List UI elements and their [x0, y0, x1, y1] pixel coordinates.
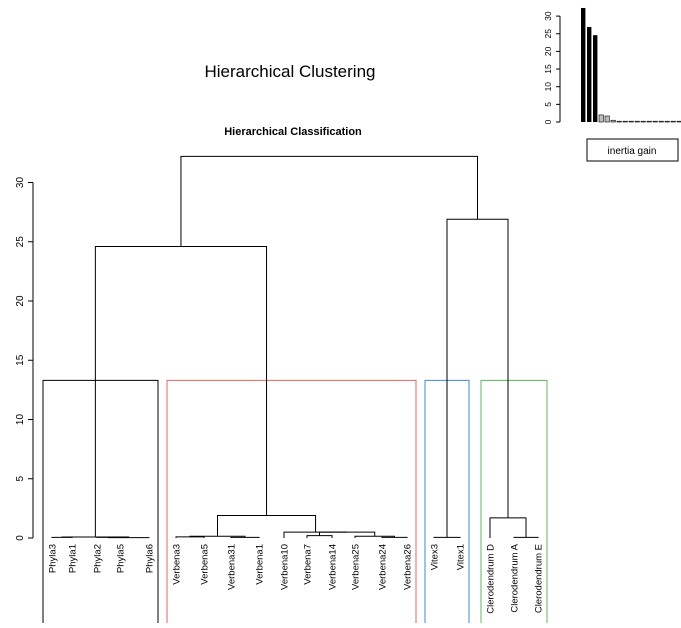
inertia-bar	[598, 114, 604, 123]
dendrogram-link	[446, 218, 509, 538]
leaf-label: Vitex3	[430, 544, 441, 570]
dendrogram-tree	[51, 155, 539, 539]
inertia-bar	[610, 119, 616, 123]
dendrogram-link	[513, 536, 539, 538]
dendrogram-y-axis: 0 5 10 15 20 25 30	[15, 177, 34, 541]
dendrogram-link	[381, 536, 408, 538]
leaf-label: Verbena25	[351, 544, 362, 590]
leaf-label: Verbena26	[403, 544, 414, 590]
dendrogram-link	[489, 517, 527, 538]
leaf-label: Clerodendrum A	[510, 543, 521, 612]
cluster-boxes	[42, 379, 548, 628]
dendrogram-title: Hierarchical Classification	[224, 126, 362, 138]
dendrogram-link	[217, 514, 317, 537]
inertia-bars	[581, 7, 681, 123]
figure-title: Hierarchical Clustering	[204, 62, 375, 81]
dendrogram-tick-label: 15	[15, 354, 26, 366]
cluster-box	[480, 379, 548, 628]
dendrogram-tick-label: 20	[15, 295, 26, 307]
leaf-label: Phyla6	[145, 544, 156, 573]
leaf-label: Phyla3	[48, 544, 59, 573]
inertia-tick-label: 30	[543, 11, 553, 21]
cluster-box	[42, 379, 159, 628]
leaf-label: Clerodendrum D	[486, 544, 497, 614]
leaf-label: Clerodendrum E	[534, 544, 545, 613]
inertia-bar	[622, 120, 628, 123]
inertia-tick-label: 0	[543, 119, 553, 124]
dendrogram-link	[180, 155, 478, 247]
dendrogram-tick-label: 30	[15, 177, 26, 189]
dendrogram-tick-label: 10	[15, 414, 26, 426]
dendrogram-link	[94, 245, 268, 538]
leaf-label: Verbena5	[200, 544, 211, 585]
leaf-labels: Phyla3 Phyla1 Phyla2 Phyla5 Phyla6 Verbena3 Ve…	[48, 543, 545, 613]
inertia-bar	[604, 115, 610, 123]
inertia-bar	[664, 120, 670, 123]
inertia-bar	[593, 35, 598, 122]
leaf-label: Verbena7	[303, 544, 314, 585]
leaf-label: Phyla2	[93, 544, 104, 573]
inertia-tick-label: 10	[543, 82, 553, 92]
inertia-bar-chart: 0 5 10 15 20 25 30 inertia gain	[543, 7, 681, 162]
inertia-tick-label: 25	[543, 29, 553, 39]
leaf-label: Verbena10	[280, 544, 291, 590]
inertia-bar	[616, 120, 622, 123]
inertia-tick-label: 5	[543, 102, 553, 107]
inertia-bar	[646, 120, 652, 123]
inertia-legend-label: inertia gain	[608, 146, 657, 157]
leaf-label: Vitex1	[456, 544, 467, 570]
inertia-bar	[628, 120, 634, 123]
dendrogram-chart: Hierarchical Classification 0 5 10 15 20 25 30…	[15, 126, 548, 628]
leaf-label: Verbena3	[172, 544, 183, 585]
inertia-bar	[587, 27, 592, 122]
inertia-y-axis: 0 5 10 15 20 25 30	[543, 11, 561, 124]
cluster-box	[166, 379, 417, 628]
dendrogram-tick-label: 5	[15, 476, 26, 482]
inertia-bar	[658, 120, 664, 123]
dendrogram-link	[306, 535, 333, 538]
dendrogram-link	[283, 531, 348, 538]
dendrogram-tick-label: 25	[15, 236, 26, 248]
dendrogram-link	[230, 536, 260, 538]
inertia-tick-label: 15	[543, 64, 553, 74]
inertia-bar	[652, 120, 658, 123]
inertia-bar	[640, 120, 646, 123]
leaf-label: Verbena24	[378, 544, 389, 590]
inertia-bar	[634, 120, 640, 123]
leaf-label: Phyla1	[68, 544, 79, 573]
dendrogram-link	[175, 536, 205, 538]
inertia-legend: inertia gain	[586, 138, 679, 162]
leaf-label: Verbena31	[227, 544, 238, 590]
inertia-tick-label: 20	[543, 46, 553, 56]
inertia-bar	[581, 7, 586, 122]
inertia-bar	[676, 120, 681, 123]
leaf-label: Verbena14	[328, 544, 339, 590]
inertia-bar	[670, 120, 676, 123]
inertia-legend-box	[586, 138, 679, 162]
leaf-label: Verbena1	[255, 544, 266, 585]
leaf-label: Phyla5	[116, 544, 127, 573]
dendrogram-tick-label: 0	[15, 535, 26, 541]
dendrogram-link	[433, 536, 461, 538]
